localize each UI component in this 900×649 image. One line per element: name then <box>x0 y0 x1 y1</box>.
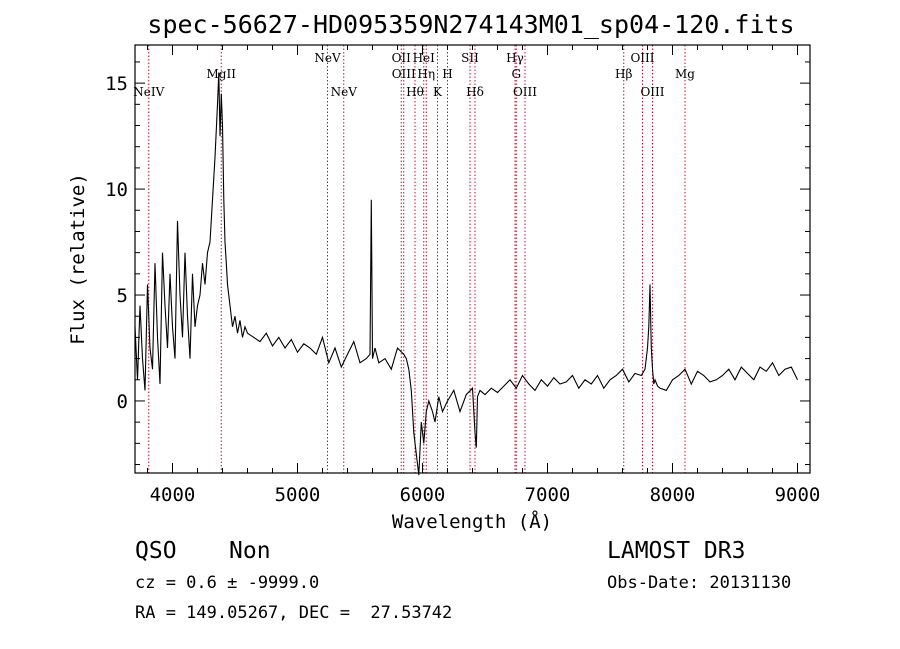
spectrum-line <box>134 72 798 476</box>
coordinates: RA = 149.05267, DEC = 27.53742 <box>135 603 453 623</box>
marker-label-2: NeV <box>314 51 341 65</box>
x-axis-ticks: 4000 5000 6000 7000 8000 9000 <box>147 45 821 506</box>
x-tick-label-9000: 9000 <box>775 484 821 506</box>
marker-label-4: OII <box>392 51 412 65</box>
marker-label-18: OIII <box>640 85 664 99</box>
y-tick-label-15: 15 <box>105 73 128 95</box>
marker-label-5: OIII <box>392 67 416 81</box>
marker-label-13: Hγ <box>506 51 524 65</box>
marker-label-3: NeV <box>331 85 358 99</box>
marker-label-11: SII <box>461 51 479 65</box>
marker-label-14: G <box>511 67 521 81</box>
redshift-cz: cz = 0.6 ± -9999.0 <box>135 573 320 593</box>
observation-date: Obs-Date: 20131130 <box>607 573 792 593</box>
y-tick-label-10: 10 <box>105 179 128 201</box>
y-axis-label: Flux (relative) <box>67 173 89 345</box>
spectral-marker-labels: NeIV MgII NeV NeV OII OIII Hθ HeI Hη KH SII Hδ Hγ G OI… <box>133 51 695 99</box>
marker-label-7: HeI <box>413 51 436 65</box>
x-tick-label-6000: 6000 <box>400 484 446 506</box>
x-tick-label-8000: 8000 <box>650 484 696 506</box>
marker-label-8: Hη <box>417 67 435 81</box>
object-class: QSO <box>135 538 177 564</box>
marker-label-1: MgII <box>207 67 237 81</box>
x-tick-label-7000: 7000 <box>525 484 571 506</box>
marker-label-6: Hθ <box>406 85 424 99</box>
marker-label-16: Hβ <box>615 67 632 81</box>
x-tick-label-4000: 4000 <box>150 484 196 506</box>
survey-name: LAMOST DR3 <box>607 538 746 564</box>
plot-frame <box>134 44 811 474</box>
spectrum-chart: spec-56627-HD095359N274143M01_sp04-120.f… <box>67 10 821 533</box>
y-tick-label-5: 5 <box>117 285 128 307</box>
marker-label-12: Hδ <box>466 85 484 99</box>
y-tick-label-0: 0 <box>117 391 128 413</box>
x-axis-label: Wavelength (Å) <box>392 510 552 533</box>
marker-label-0: NeIV <box>133 85 164 99</box>
marker-label-15: OIII <box>513 85 537 99</box>
marker-label-19: Mg <box>675 67 695 81</box>
marker-label-10: H <box>442 67 452 81</box>
x-tick-label-5000: 5000 <box>275 484 321 506</box>
y-axis-ticks: 0 5 10 15 <box>105 61 810 466</box>
marker-label-9: K <box>433 85 443 99</box>
chart-title: spec-56627-HD095359N274143M01_sp04-120.f… <box>147 10 794 39</box>
object-subclass: Non <box>229 538 271 564</box>
marker-label-17: OIII <box>630 51 654 65</box>
spectral-marker-lines <box>148 45 686 473</box>
